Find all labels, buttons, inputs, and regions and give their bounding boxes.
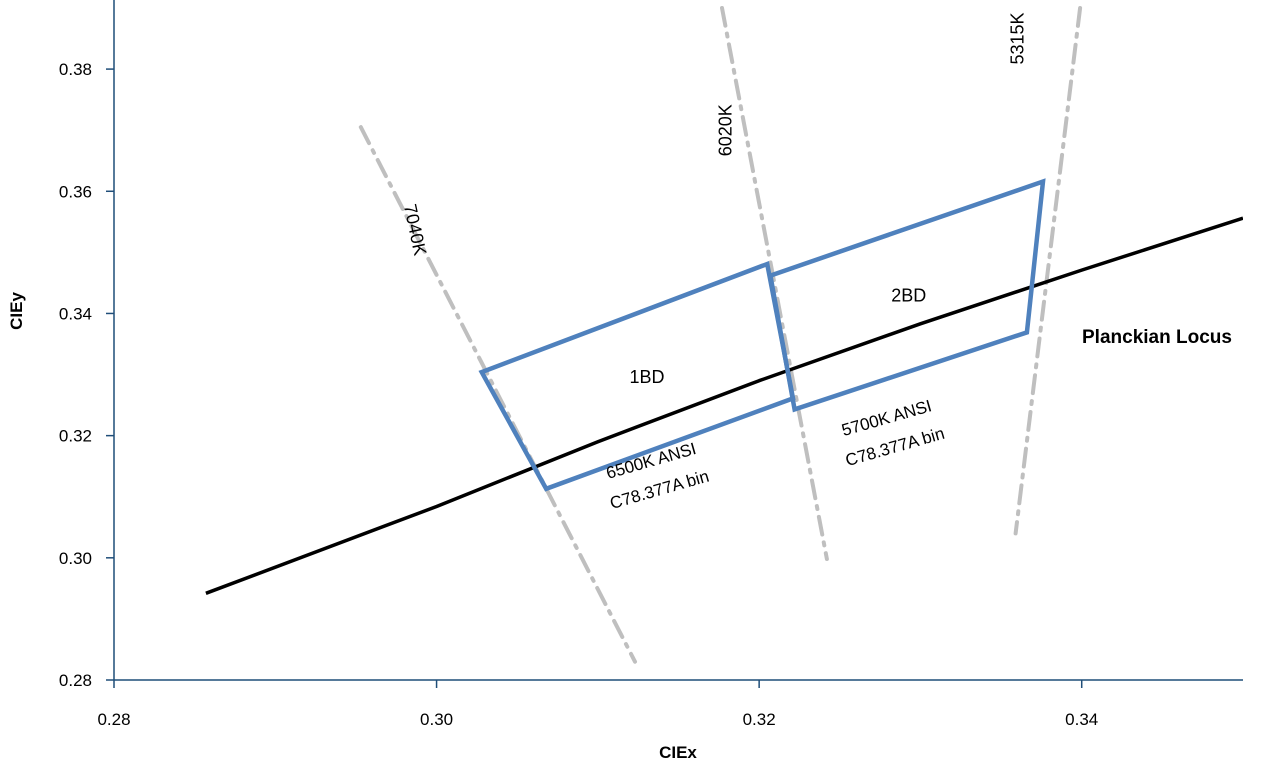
x-axis-title: CIEx — [659, 743, 697, 762]
label-layer: CIEx CIEy Planckian Locus 0.28 0.30 0.32 0.… — [7, 12, 1232, 762]
y-tick-label: 0.38 — [59, 60, 92, 79]
locus-layer — [206, 218, 1243, 593]
isotherm-line-5315K — [1016, 8, 1081, 533]
y-tick-label: 0.36 — [59, 182, 92, 201]
y-tick-label: 0.34 — [59, 304, 92, 323]
axis-layer — [106, 0, 1243, 688]
y-axis-title: CIEy — [7, 292, 26, 330]
isotherm-label-5315K: 5315K — [1008, 12, 1028, 64]
planckian-locus-line — [206, 218, 1243, 593]
isotherm-line-6020K — [722, 8, 827, 559]
y-tick-label: 0.28 — [59, 671, 92, 690]
bin-name-1BD: 1BD — [629, 367, 664, 387]
x-tick-label: 0.30 — [420, 710, 453, 729]
planckian-locus-label: Planckian Locus — [1082, 327, 1232, 348]
bin-name-2BD: 2BD — [891, 286, 926, 306]
x-tick-label: 0.32 — [743, 710, 776, 729]
y-tick-label: 0.32 — [59, 427, 92, 446]
isotherm-label-6020K: 6020K — [716, 104, 736, 156]
y-tick-label: 0.30 — [59, 549, 92, 568]
x-tick-label: 0.34 — [1065, 710, 1098, 729]
x-tick-label: 0.28 — [97, 710, 130, 729]
isotherm-label-7040K: 7040K — [400, 202, 430, 257]
